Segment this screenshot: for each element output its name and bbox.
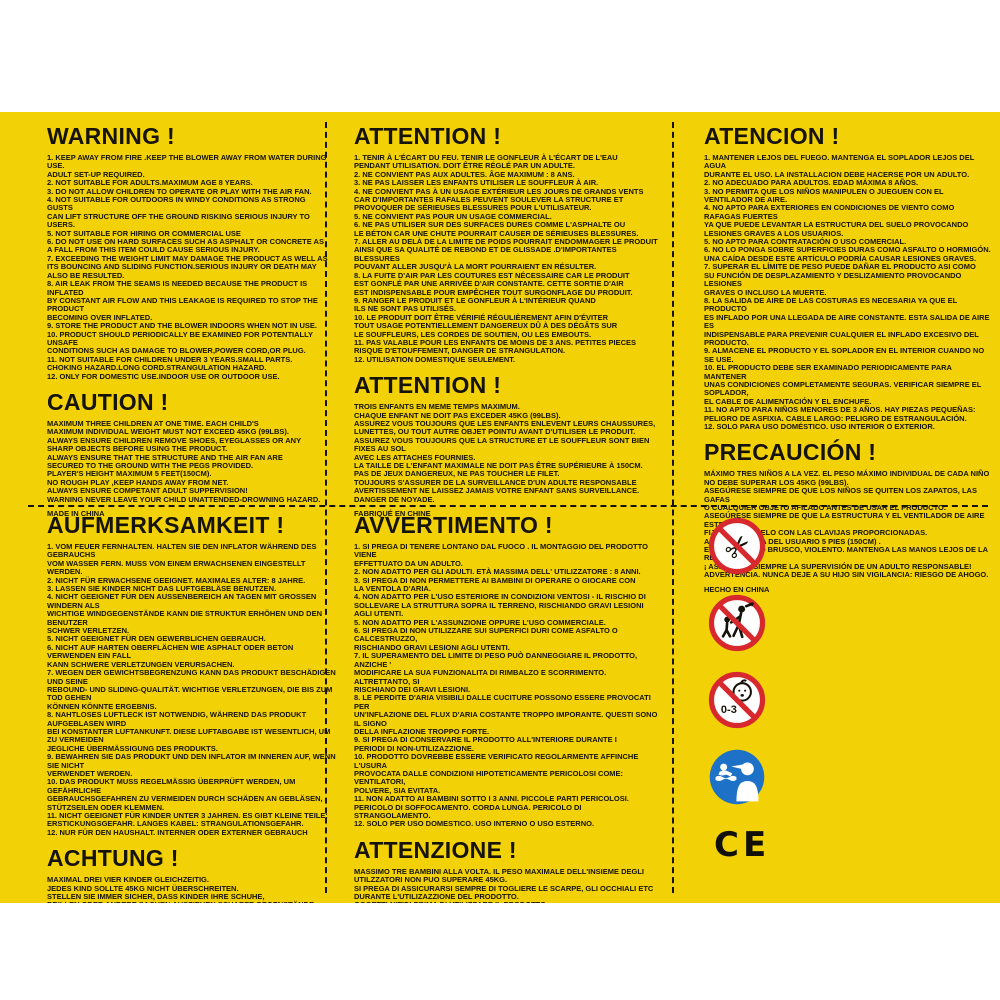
ce-mark: CE: [714, 825, 771, 865]
warning-title: WARNING !: [47, 123, 175, 149]
made-in-china-fr: FABRIQUÉ EN CHINE: [354, 509, 431, 519]
attenzione-body: MASSIMO TRE BAMBINI ALLA VOLTA. IL PESO …: [354, 866, 654, 903]
warning-label-sheet: WARNING ! 1. KEEP AWAY FROM FIRE .KEEP T…: [0, 112, 1000, 903]
safety-icons-column: ✂: [704, 517, 774, 865]
attention-body: 1. TENIR À L'ÉCART DU FEU. TENIR LE GONF…: [354, 153, 658, 364]
achtung-body: MAXIMAL DREI VIER KINDER GLEICHZEITIG. J…: [47, 875, 316, 903]
aufmerksamkeit-body: 1. VOM FEUER FERNHALTEN. HALTEN SIE DEN …: [47, 542, 336, 837]
atencion-title: ATENCION !: [704, 123, 840, 149]
avvertimento-body: 1. SI PREGA DI TENERE LONTANO DAL FUOCO …: [354, 542, 658, 829]
atencion-body: 1. MANTENER LEJOS DEL FUEGO. MANTENGA EL…: [704, 153, 991, 431]
attention2-body: TROIS ENFANTS EN MEME TEMPS MAXIMUM. CHA…: [354, 402, 656, 504]
column-english: WARNING ! 1. KEEP AWAY FROM FIRE .KEEP T…: [47, 124, 332, 518]
column-divider-left: [325, 122, 327, 893]
avvertimento-title: AVVERTIMENTO !: [354, 512, 553, 538]
section-attenzione-it: ATTENZIONE ! MASSIMO TRE BAMBINI ALLA VO…: [354, 836, 659, 903]
no-scissors-icon: ✂: [708, 517, 766, 575]
column-divider-right: [672, 122, 674, 893]
adult-supervision-icon: [709, 749, 765, 805]
column-italian: AVVERTIMENTO ! 1. SI PREGA DI TENERE LON…: [354, 513, 659, 904]
section-aufmerksamkeit-de: AUFMERKSAMKEIT ! 1. VOM FEUER FERNHALTEN…: [47, 513, 339, 837]
age-range-text: 0-3: [721, 704, 737, 716]
precaucion-title: PRECAUCIÓN !: [704, 439, 877, 466]
section-achtung-de: ACHTUNG ! MAXIMAL DREI VIER KINDER GLEIC…: [47, 846, 339, 903]
aufmerksamkeit-title: AUFMERKSAMKEIT !: [47, 512, 285, 538]
section-avvertimento-it: AVVERTIMENTO ! 1. SI PREGA DI TENERE LON…: [354, 513, 659, 829]
attention2-title: ATTENTION !: [354, 372, 502, 399]
row-divider: [28, 505, 988, 507]
warning-body: 1. KEEP AWAY FROM FIRE .KEEP THE BLOWER …: [47, 153, 328, 381]
made-in-china-en: MADE IN CHINA: [47, 509, 105, 519]
caution-body: MAXIMUM THREE CHILDREN AT ONE TIME. EACH…: [47, 418, 321, 504]
made-in-china-es: HECHO EN CHINA: [704, 584, 770, 594]
section-attention2-fr: ATTENTION ! TROIS ENFANTS EN MEME TEMPS …: [354, 373, 659, 518]
section-caution-en: CAUTION ! MAXIMUM THREE CHILDREN AT ONE …: [47, 388, 332, 519]
column-french: ATTENTION ! 1. TENIR À L'ÉCART DU FEU. T…: [354, 124, 659, 518]
no-pushing-icon: [708, 594, 766, 652]
attention-title: ATTENTION !: [354, 123, 502, 149]
section-warning-en: WARNING ! 1. KEEP AWAY FROM FIRE .KEEP T…: [47, 124, 332, 381]
column-german: AUFMERKSAMKEIT ! 1. VOM FEUER FERNHALTEN…: [47, 513, 339, 904]
section-atencion-es: ATENCION ! 1. MANTENER LEJOS DEL FUEGO. …: [704, 124, 992, 431]
column-spanish: ATENCION ! 1. MANTENER LEJOS DEL FUEGO. …: [704, 124, 992, 594]
no-children-under-3-icon: 0-3: [708, 671, 766, 729]
achtung-title: ACHTUNG !: [47, 845, 179, 872]
section-attention-fr: ATTENTION ! 1. TENIR À L'ÉCART DU FEU. T…: [354, 124, 659, 364]
caution-title: CAUTION !: [47, 388, 169, 415]
attenzione-title: ATTENZIONE !: [354, 836, 517, 863]
